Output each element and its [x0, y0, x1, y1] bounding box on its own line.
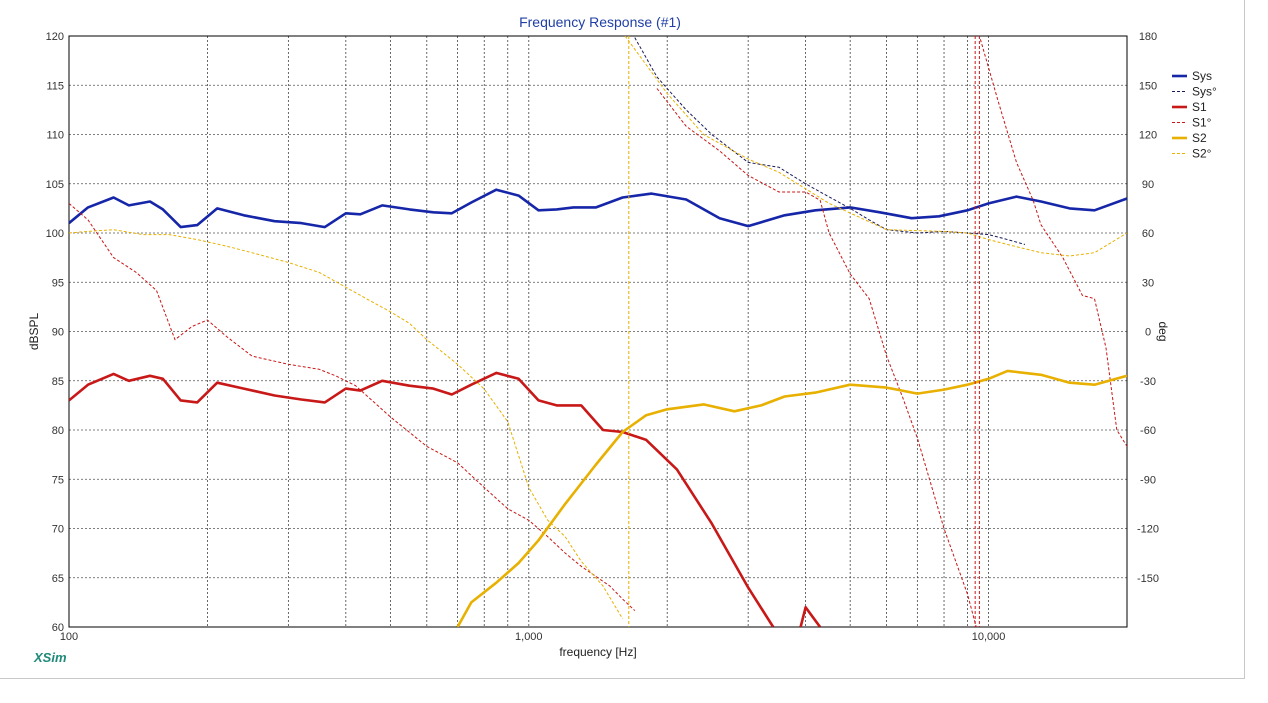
y-tick-label: 70	[52, 524, 64, 536]
y2-tick-label: 30	[1142, 277, 1154, 289]
series-line-sys-phase	[634, 37, 1026, 245]
y-tick-label: 90	[52, 327, 64, 339]
y2-tick-label: 60	[1142, 228, 1154, 240]
legend-label: S2°	[1192, 147, 1212, 161]
y2-axis-label: deg	[1156, 321, 1170, 341]
xsim-logo: XSim	[33, 650, 67, 665]
grid	[69, 36, 1127, 627]
chart-title: Frequency Response (#1)	[519, 14, 681, 30]
legend-label: S1°	[1192, 116, 1212, 130]
plot-area	[68, 35, 1128, 628]
y2-tick-label: 120	[1139, 130, 1157, 142]
legend-label: Sys	[1192, 69, 1212, 83]
legend-label: S2	[1192, 131, 1207, 145]
series-line-s2	[456, 369, 1127, 627]
x-tick-label: 1,000	[515, 631, 543, 643]
y-tick-label: 115	[46, 80, 64, 92]
y-tick-label: 60	[52, 622, 64, 634]
x-axis: 100 1,000 10,000	[60, 631, 1006, 643]
legend: Sys Sys°S1 S1°S2 S2°	[1172, 69, 1217, 161]
y-tick-label: 100	[46, 228, 64, 240]
x-tick-label: 100	[60, 631, 78, 643]
y-tick-label: 95	[52, 277, 64, 289]
series-line-s2-phase	[69, 36, 1127, 620]
series-line-s1	[69, 371, 775, 627]
y2-tick-label: -30	[1140, 376, 1156, 388]
y2-tick-label: -150	[1137, 573, 1159, 585]
y2-tick-label: 180	[1139, 31, 1157, 43]
x-tick-label: 10,000	[972, 631, 1006, 643]
y-tick-label: 65	[52, 573, 64, 585]
y-tick-label: 110	[46, 130, 64, 142]
y2-tick-label: 90	[1142, 179, 1154, 191]
y-axis-label: dBSPL	[27, 312, 41, 350]
y-axis-left: 60 65 70 75 80 85 90 95 100 105 110 115 120	[46, 31, 64, 634]
chart-frame	[0, 0, 1245, 679]
y2-tick-label: 150	[1139, 80, 1157, 92]
y-tick-label: 80	[52, 425, 64, 437]
y2-tick-label: -120	[1137, 524, 1159, 536]
y-tick-label: 105	[46, 179, 64, 191]
x-axis-label: frequency [Hz]	[559, 645, 636, 659]
y-tick-label: 85	[52, 376, 64, 388]
series-layer	[69, 36, 1127, 627]
y2-tick-label: -90	[1140, 474, 1156, 486]
y2-tick-label: 0	[1145, 327, 1151, 339]
series-line-sys	[69, 188, 1127, 229]
y-tick-label: 120	[46, 31, 64, 43]
series-line-s1-phase	[69, 39, 1127, 627]
y-axis-right: -150 -120 -90 -60 -30 0 30 60 90 120 150 180	[1137, 31, 1159, 585]
y2-tick-label: -60	[1140, 425, 1156, 437]
series-line-s1	[799, 606, 822, 627]
legend-label: S1	[1192, 100, 1207, 114]
y-tick-label: 75	[52, 474, 64, 486]
legend-label: Sys°	[1192, 85, 1217, 99]
